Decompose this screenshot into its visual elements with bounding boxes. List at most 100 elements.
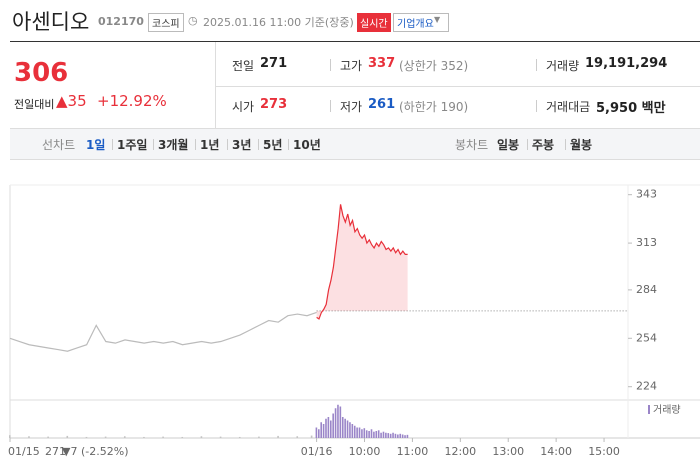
volume-bar: [375, 431, 378, 438]
tab-separator: [258, 139, 259, 150]
volume-bar: [310, 435, 313, 438]
volume-bar: [361, 429, 363, 438]
x-tick-label: 01/16: [301, 445, 333, 458]
timestamp: 2025.01.16 11:00 기준(장중): [203, 16, 354, 29]
tab[interactable]: 3개월: [158, 138, 189, 152]
volume-legend: 거래량: [653, 404, 681, 416]
volume-bar: [404, 435, 406, 438]
tab[interactable]: 5년: [263, 138, 283, 152]
tab-separator: [153, 139, 154, 150]
price-line: [316, 204, 408, 320]
volume-bar: [238, 436, 241, 438]
item-label: 고가: [340, 59, 363, 73]
change: ▲35: [56, 92, 87, 110]
volume-bar: [329, 420, 332, 438]
volume-bar: [258, 436, 260, 438]
stock-code: 012170: [98, 15, 144, 28]
volume-bar: [399, 433, 402, 438]
item-value: 273: [260, 97, 288, 112]
item-note: (하한가 190): [399, 100, 469, 114]
tab-separator: [527, 139, 528, 150]
tab[interactable]: 주봉: [532, 138, 555, 152]
volume-bar: [392, 432, 394, 438]
volume-bar: [219, 436, 222, 438]
tab[interactable]: 3년: [232, 138, 252, 152]
volume-bar: [394, 433, 397, 438]
footer-rate: (-2.52%): [81, 445, 129, 458]
dropdown-arrow: ▼: [434, 15, 441, 24]
volume-bar: [346, 420, 349, 438]
volume-bar: [28, 436, 30, 438]
tab-separator: [565, 139, 566, 150]
item-value: 261: [368, 97, 396, 112]
volume-bar: [380, 432, 382, 438]
item-note: (상한가 352): [399, 59, 469, 73]
tab[interactable]: 1년: [200, 138, 220, 152]
item-label: 저가: [340, 100, 363, 114]
volume-legend-swatch: [648, 405, 650, 414]
stock-name: 아센디오: [12, 10, 90, 34]
footer-change: ▼7: [62, 445, 77, 458]
volume-bar: [401, 434, 404, 438]
footer-close: 271: [45, 445, 66, 458]
volume-bar: [277, 435, 279, 438]
change-label: 전일대비: [14, 98, 55, 111]
item-value: 337: [368, 56, 396, 71]
volume-bar: [397, 434, 399, 438]
volume-bar: [373, 431, 375, 438]
price-line: [9, 311, 317, 352]
market: 코스피: [148, 13, 184, 32]
volume-bar: [341, 417, 344, 438]
volume-bar: [162, 436, 164, 438]
realtime-badge[interactable]: 실시간: [357, 13, 391, 32]
volume-bar: [349, 422, 351, 438]
x-tick-label: 15:00: [588, 445, 620, 458]
x-tick-label: 14:00: [540, 445, 572, 458]
tab[interactable]: 1일: [86, 138, 106, 152]
chart: 224 254 284 313 343 01/15 01/16 10:00 11:00 12:00…: [8, 184, 700, 458]
volume-bar: [356, 427, 358, 438]
tab-separator: [112, 139, 113, 150]
divider: [10, 41, 700, 42]
volume-bar: [66, 435, 69, 438]
tab[interactable]: 10년: [293, 138, 321, 152]
y-tick-label: 343: [636, 188, 657, 201]
area: [316, 204, 408, 319]
company-info[interactable]: 기업개요: [393, 13, 449, 32]
price: 306: [14, 58, 69, 88]
y-tick-label: 313: [636, 236, 657, 249]
item-value: 271: [260, 56, 288, 71]
volume-bar: [200, 436, 203, 438]
volume-bar: [327, 417, 330, 438]
volume-bar: [322, 424, 325, 438]
tab[interactable]: 월봉: [570, 138, 593, 152]
tab-group-label: 선차트: [42, 138, 76, 152]
tab[interactable]: 일봉: [497, 138, 520, 152]
price-panel: [10, 42, 216, 128]
volume-bar: [318, 429, 320, 438]
volume-bar: [339, 406, 342, 438]
tab-separator: [288, 139, 289, 150]
separator: [536, 59, 537, 71]
y-tick-label: 254: [636, 331, 657, 344]
x-tick-label: 01/15: [8, 445, 40, 458]
volume-bar: [370, 429, 373, 438]
volume-bar: [351, 424, 354, 438]
x-tick-label: 10:00: [349, 445, 381, 458]
volume-bar: [385, 432, 387, 438]
volume-bar: [337, 404, 339, 438]
volume-bar: [47, 436, 49, 438]
tab-separator: [227, 139, 228, 150]
item-label: 거래대금: [546, 100, 591, 114]
separator: [330, 100, 331, 112]
volume-bar: [358, 427, 361, 438]
item-label: 시가: [232, 100, 255, 114]
volume-bar: [85, 436, 88, 438]
x-tick-label: 12:00: [444, 445, 476, 458]
tab[interactable]: 1주일: [117, 138, 148, 152]
x-tick-label: 13:00: [492, 445, 524, 458]
volume-bar: [363, 428, 366, 438]
volume-bar: [368, 431, 370, 438]
tab-bar: [10, 128, 700, 160]
